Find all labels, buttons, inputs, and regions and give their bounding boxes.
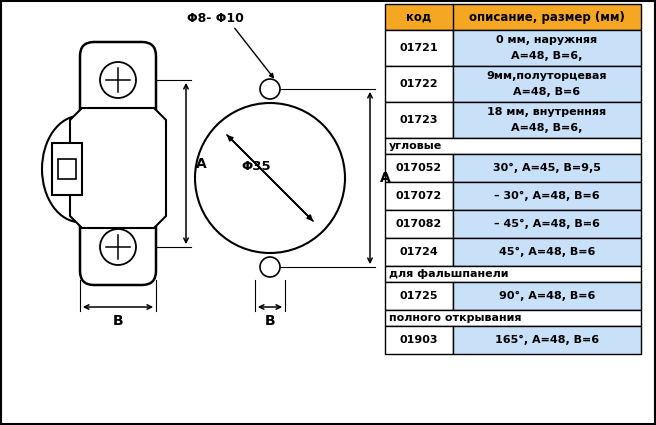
Bar — [385, 310, 641, 326]
Text: A=48, B=6,: A=48, B=6, — [511, 51, 583, 61]
Bar — [453, 30, 641, 66]
Text: 01724: 01724 — [400, 247, 438, 257]
Text: 90°, A=48, B=6: 90°, A=48, B=6 — [499, 291, 595, 301]
Text: – 30°, A=48, B=6: – 30°, A=48, B=6 — [494, 191, 600, 201]
Bar — [453, 238, 641, 266]
Bar — [385, 30, 453, 66]
Bar — [385, 238, 453, 266]
Text: 18 мм, внутренняя: 18 мм, внутренняя — [487, 107, 607, 117]
Text: A: A — [380, 171, 391, 185]
Text: 30°, A=45, B=9,5: 30°, A=45, B=9,5 — [493, 163, 601, 173]
Bar — [385, 282, 453, 310]
Text: 45°, A=48, B=6: 45°, A=48, B=6 — [499, 247, 595, 257]
Text: A=48, B=6,: A=48, B=6, — [511, 123, 583, 133]
Bar — [385, 154, 453, 182]
Bar — [385, 182, 453, 210]
Text: код: код — [406, 11, 432, 23]
Text: 9мм,полуторцевая: 9мм,полуторцевая — [487, 71, 607, 81]
Text: описание, размер (мм): описание, размер (мм) — [469, 11, 625, 23]
Circle shape — [195, 103, 345, 253]
Polygon shape — [70, 108, 166, 228]
Bar — [453, 182, 641, 210]
Text: Φ35: Φ35 — [241, 159, 271, 173]
Bar — [453, 66, 641, 102]
Bar — [385, 138, 641, 154]
Text: Φ8- Φ10: Φ8- Φ10 — [186, 11, 243, 25]
Bar — [453, 154, 641, 182]
Bar — [453, 102, 641, 138]
Circle shape — [100, 229, 136, 265]
Text: B: B — [113, 314, 123, 328]
Text: – 45°, A=48, B=6: – 45°, A=48, B=6 — [494, 219, 600, 229]
FancyBboxPatch shape — [80, 42, 156, 285]
Text: A=48, B=6: A=48, B=6 — [514, 87, 581, 97]
Text: A: A — [196, 156, 207, 170]
Text: полного открывания: полного открывания — [389, 313, 522, 323]
Circle shape — [260, 257, 280, 277]
Circle shape — [260, 79, 280, 99]
Text: 01723: 01723 — [400, 115, 438, 125]
Text: угловые: угловые — [389, 141, 442, 151]
Text: B: B — [264, 314, 276, 328]
Text: для фальшпанели: для фальшпанели — [389, 269, 508, 279]
Text: 165°, A=48, B=6: 165°, A=48, B=6 — [495, 335, 599, 345]
Circle shape — [100, 62, 136, 98]
Bar — [385, 4, 641, 30]
Text: 01903: 01903 — [400, 335, 438, 345]
Bar — [385, 326, 453, 354]
Bar — [58, 159, 76, 179]
Bar — [453, 210, 641, 238]
Text: 01721: 01721 — [400, 43, 438, 53]
Bar — [385, 266, 641, 282]
Text: 017052: 017052 — [396, 163, 442, 173]
Bar — [385, 102, 453, 138]
Text: 017082: 017082 — [396, 219, 442, 229]
Bar — [453, 326, 641, 354]
Bar — [453, 282, 641, 310]
Bar — [385, 210, 453, 238]
Text: 01725: 01725 — [400, 291, 438, 301]
Text: 0 мм, наружняя: 0 мм, наружняя — [497, 35, 598, 45]
Bar — [52, 143, 82, 195]
Bar — [385, 66, 453, 102]
Text: 017072: 017072 — [396, 191, 442, 201]
Text: 01722: 01722 — [400, 79, 438, 89]
